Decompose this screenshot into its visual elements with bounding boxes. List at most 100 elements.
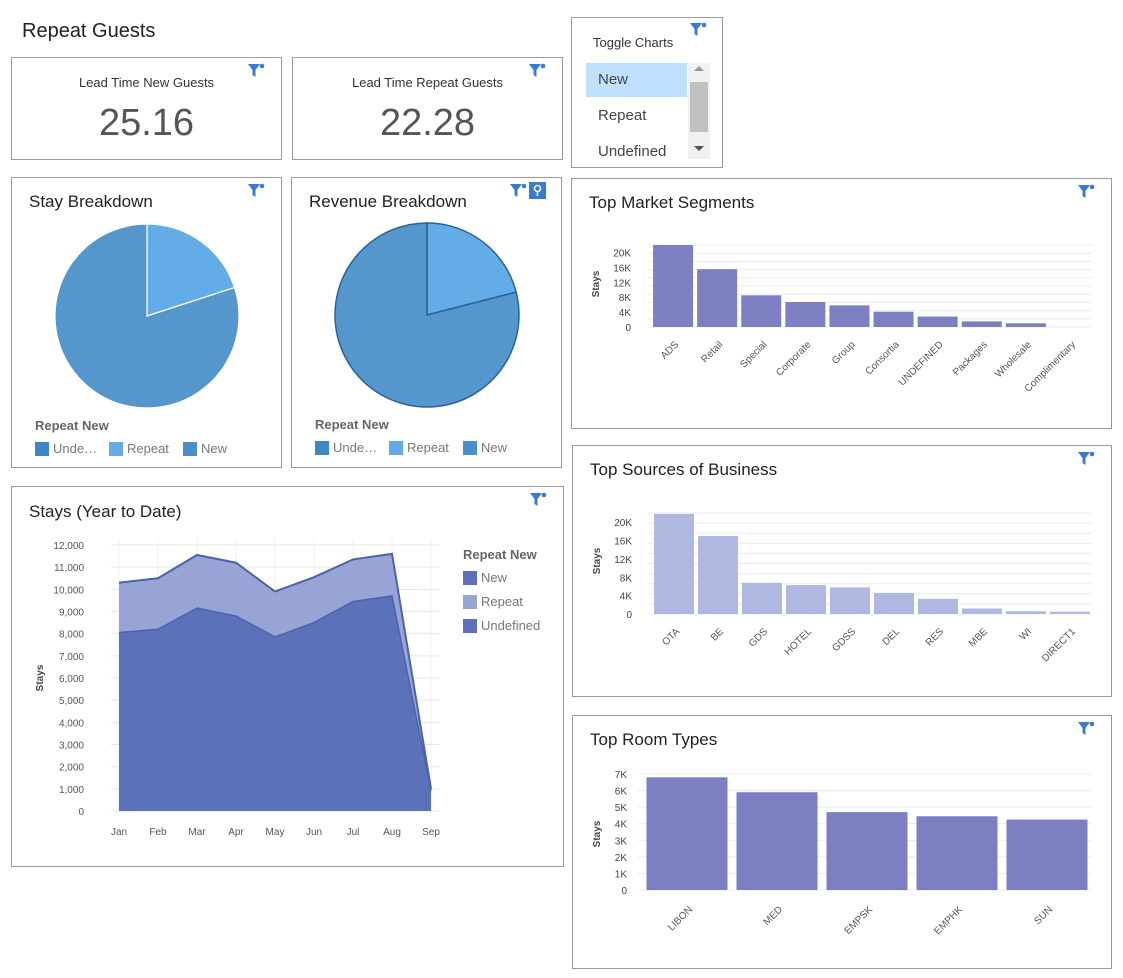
pie-slice-new: New: 79% (334, 222, 520, 408)
y-tick-label: 5,000 (59, 696, 84, 707)
filter-icon[interactable] (247, 182, 265, 200)
bar-consortia: Consortia: 4100 (873, 311, 914, 327)
legend-label: Repeat (481, 594, 523, 609)
legend-label: Undefined (481, 618, 541, 633)
legend-item-undefined[interactable]: Unde… (35, 441, 97, 456)
y-tick-label: 16K (614, 537, 632, 548)
line-series-repeat (118, 552, 432, 789)
filter-icon[interactable] (1077, 183, 1095, 201)
filter-icon[interactable] (509, 182, 527, 200)
legend-swatch (389, 440, 403, 455)
y-axis-label: Stays (592, 820, 603, 847)
toggle-option-undefined[interactable]: Undefined (598, 143, 667, 160)
bar-gds: GDS: 6800 (742, 582, 782, 614)
y-axis-label: Stays (592, 547, 603, 574)
page-title: Repeat Guests (22, 20, 156, 42)
x-tick-label: Jun (306, 827, 322, 838)
x-tick-label: UNDEFINED (897, 339, 946, 388)
x-tick-label: Apr (228, 827, 244, 838)
legend-item-new[interactable]: New (463, 440, 507, 455)
toggle-option-new[interactable]: New (586, 63, 687, 97)
sources-bar-chart: 0 4K 8K 12K 16K 20K Stays OTA: 21800 OTA BE: 1700… (592, 512, 1092, 664)
y-tick-label: 1K (615, 869, 628, 880)
filter-icon[interactable] (528, 62, 546, 80)
panel-title: Top Market Segments (589, 193, 755, 212)
filter-icon[interactable] (247, 62, 265, 80)
x-tick-label: RES (924, 626, 947, 649)
y-tick-label: 11,000 (54, 563, 84, 574)
filter-icon[interactable] (1077, 720, 1095, 738)
x-tick-label: LIBON (666, 904, 695, 933)
drill-icon[interactable] (529, 182, 546, 199)
y-tick-label: 20K (613, 248, 631, 259)
bar-direct1: DIRECT1: 500 (1050, 611, 1090, 614)
toggle-charts-panel: Toggle Charts New Repeat Undefined (571, 17, 723, 168)
y-tick-label: 3K (615, 836, 628, 847)
revenue-breakdown-panel: Revenue Breakdown Repeat: 21%New: 79% Re… (291, 177, 562, 468)
y-axis-label: Stays (35, 664, 46, 691)
kpi-value: 25.16 (98, 102, 195, 144)
bar-res: RES: 3300 (918, 598, 958, 614)
x-tick-label: OTA (660, 626, 682, 648)
scrollbar[interactable] (688, 63, 710, 159)
x-tick-label: Jul (347, 827, 360, 838)
legend-label: Unde… (333, 440, 378, 455)
bar-retail: Retail: 15500 (697, 269, 738, 327)
y-tick-label: 0 (78, 807, 84, 818)
x-tick-label: Feb (149, 827, 167, 838)
y-tick-label: 3,000 (59, 741, 84, 752)
legend-item-new[interactable]: New (183, 441, 227, 456)
bar-emphk: EMPHK: 4450 (916, 816, 998, 890)
x-tick-label: DEL (881, 626, 903, 648)
y-tick-label: 4K (620, 592, 633, 603)
y-tick-label: 4,000 (59, 718, 84, 729)
x-tick-label: Sep (422, 827, 440, 838)
legend-item-undefined[interactable]: Undefined (463, 618, 540, 633)
legend-item-repeat[interactable]: Repeat (389, 440, 449, 455)
filter-icon[interactable] (689, 21, 707, 39)
kpi-value: 22.28 (379, 102, 476, 144)
bar-special: Special: 8500 (741, 295, 782, 327)
kpi-label: Lead Time Repeat Guests (351, 75, 504, 90)
y-tick-label: 7K (615, 770, 628, 781)
y-tick-label: 16K (613, 263, 631, 274)
y-tick-label: 5K (615, 803, 628, 814)
kpi-label: Lead Time New Guests (78, 75, 215, 90)
x-tick-label: HOTEL (783, 626, 815, 658)
legend-item-repeat[interactable]: Repeat (463, 594, 523, 609)
line-series-new (118, 595, 432, 792)
legend-item-repeat[interactable]: Repeat (109, 441, 169, 456)
y-tick-label: 2K (615, 853, 628, 864)
revenue-pie-chart: Repeat: 21%New: 79% (334, 222, 520, 408)
legend-swatch (463, 594, 477, 609)
filter-icon[interactable] (1077, 450, 1095, 468)
filter-icon[interactable] (529, 491, 547, 509)
bar-sun: SUN: 4250 (1006, 819, 1088, 890)
legend-item-undefined[interactable]: Unde… (315, 440, 377, 455)
legend-swatch (183, 441, 197, 456)
scrollbar-thumb[interactable] (690, 82, 708, 132)
stay-pie-chart: Repeat: 20%New: 80% (54, 223, 240, 409)
y-tick-label: 8K (619, 293, 632, 304)
x-tick-label: MBE (967, 626, 990, 649)
sources-panel: Top Sources of Business 0 4K 8K 12K 16K 20K St… (572, 445, 1112, 697)
x-tick-label: Group (830, 339, 858, 367)
legend-label: New (481, 570, 508, 585)
legend-item-new[interactable]: New (463, 570, 507, 585)
legend-label: New (201, 441, 228, 456)
y-tick-label: 4K (619, 308, 632, 319)
stays-area-chart: 0 1,000 2,000 3,000 4,000 5,000 6,000 7,000 8,00… (35, 539, 440, 838)
bar-mbe: MBE: 1200 (962, 608, 1002, 614)
x-tick-label: Retail (699, 339, 725, 365)
panel-title: Stay Breakdown (29, 192, 153, 211)
scroll-down-icon[interactable] (694, 146, 704, 151)
legend-swatch (463, 440, 477, 455)
y-tick-label: 12,000 (53, 541, 84, 552)
x-tick-label: EMPSK (843, 904, 876, 937)
bar-libon: LIBON: 6800 (646, 777, 728, 890)
y-axis-label: Stays (591, 270, 602, 297)
y-tick-label: 0 (626, 610, 632, 621)
x-tick-label: Packages (951, 339, 990, 378)
scroll-up-icon[interactable] (694, 66, 704, 71)
toggle-option-repeat[interactable]: Repeat (598, 107, 647, 124)
